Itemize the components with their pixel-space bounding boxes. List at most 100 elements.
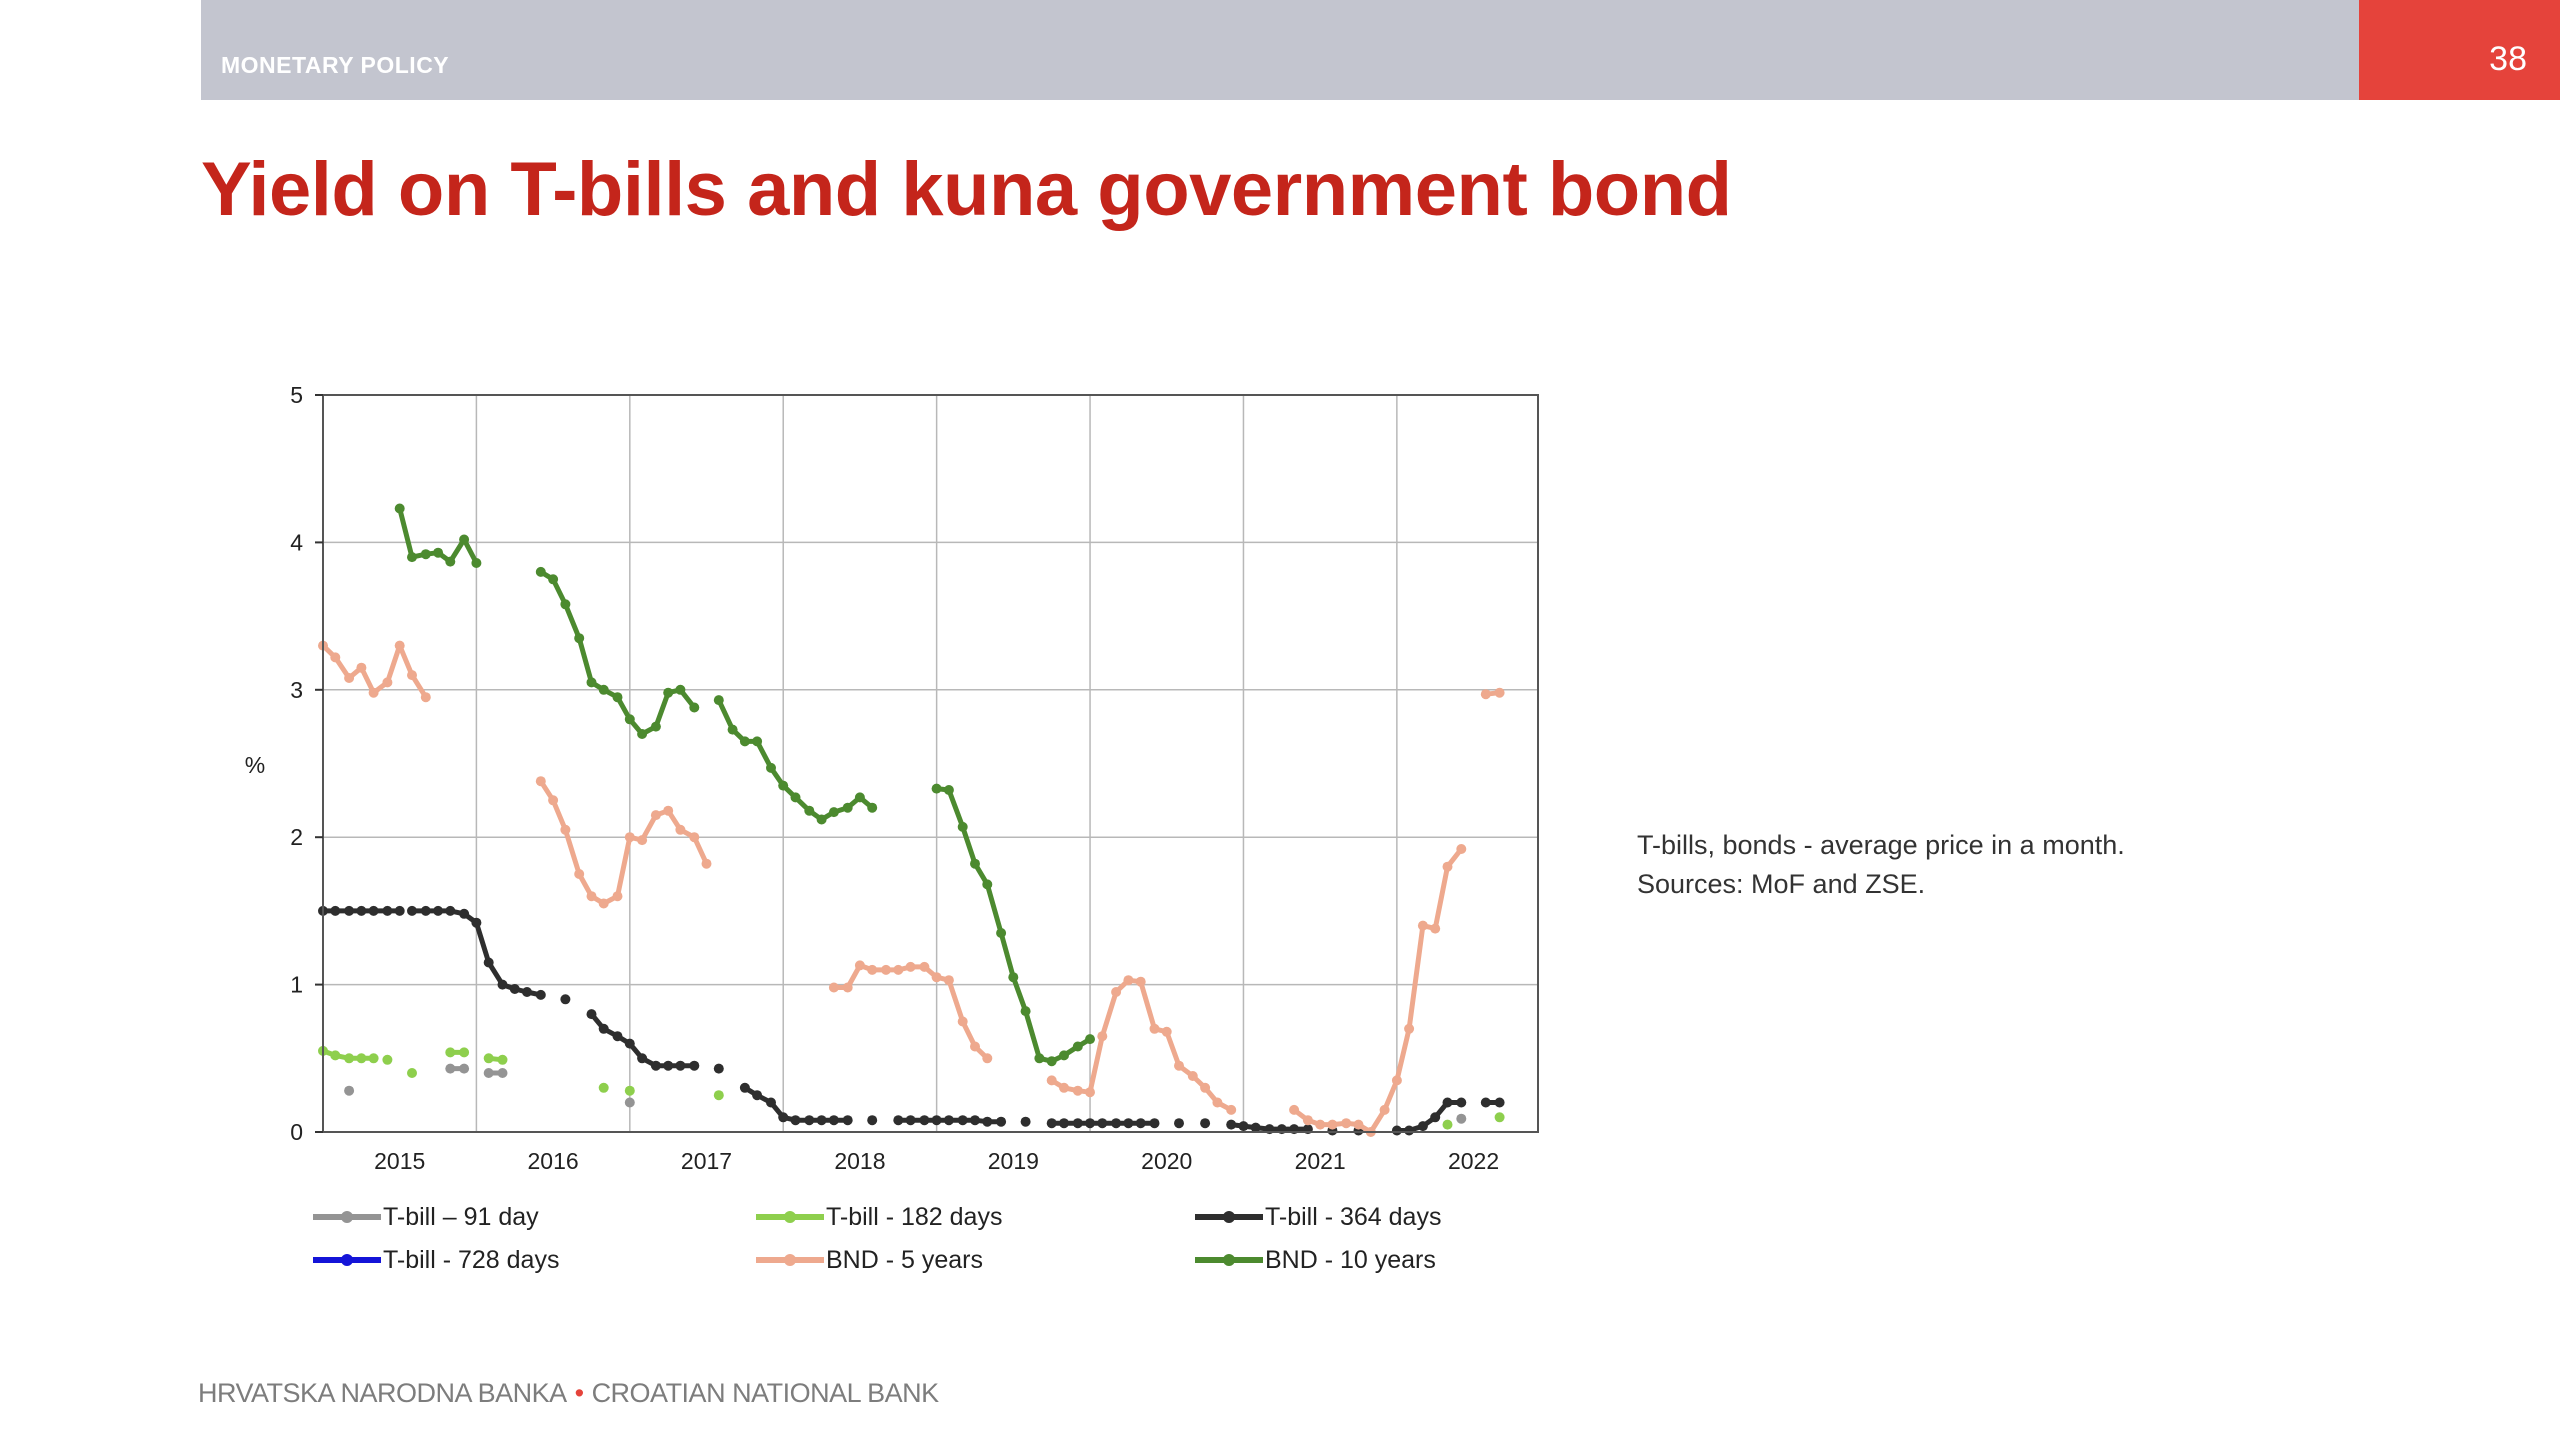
data-point — [612, 1031, 623, 1042]
data-point — [1442, 1119, 1453, 1130]
data-point — [727, 724, 738, 735]
data-point — [1226, 1119, 1237, 1130]
data-point — [483, 1053, 494, 1064]
data-point — [368, 905, 379, 916]
data-point — [752, 1090, 763, 1101]
legend-swatch-marker — [341, 1254, 353, 1266]
data-point — [560, 824, 571, 835]
data-point — [778, 1112, 789, 1123]
chart-legend: T-bill – 91 day T-bill - 182 days T-bill -… — [313, 1203, 1441, 1274]
data-point — [586, 677, 597, 688]
data-point — [1480, 1097, 1491, 1108]
data-point — [778, 780, 789, 791]
data-point — [1034, 1053, 1045, 1064]
legend-item: T-bill - 182 days — [756, 1203, 1002, 1231]
data-point — [663, 687, 674, 698]
data-point — [574, 869, 585, 879]
data-point — [1226, 1104, 1237, 1115]
series-line — [1291, 846, 1464, 1135]
data-point — [459, 1063, 470, 1074]
chart-grid — [323, 394, 1538, 1133]
y-tick-label: 3 — [290, 677, 303, 703]
footer-separator: • — [574, 1378, 584, 1408]
data-point — [1302, 1115, 1313, 1126]
data-point — [382, 905, 393, 916]
data-point — [1480, 689, 1491, 700]
data-point — [970, 858, 980, 869]
data-point — [1442, 861, 1453, 872]
data-point — [407, 670, 417, 681]
data-point — [1097, 1031, 1108, 1042]
x-tick-label: 2016 — [528, 1148, 579, 1174]
data-point — [766, 1097, 776, 1108]
data-point — [1289, 1104, 1300, 1115]
data-point — [344, 1053, 355, 1064]
data-point — [1327, 1119, 1338, 1130]
data-point — [356, 662, 367, 673]
footer: HRVATSKA NARODNA BANKA • CROATIAN NATIONAL… — [198, 1378, 939, 1409]
page-number-box: 38 — [2359, 0, 2560, 100]
data-point — [612, 891, 623, 902]
legend-item: T-bill - 364 days — [1195, 1203, 1441, 1231]
data-point — [1379, 1104, 1390, 1115]
chart-note: T-bills, bonds - average price in a mont… — [1637, 826, 2125, 904]
footer-right: CROATIAN NATIONAL BANK — [591, 1378, 940, 1408]
data-point — [842, 802, 853, 813]
data-point — [931, 972, 942, 983]
data-point — [624, 1085, 635, 1096]
data-point — [1391, 1125, 1402, 1136]
x-tick-label: 2022 — [1448, 1148, 1499, 1174]
data-point — [471, 917, 482, 928]
legend-item: BND - 10 years — [1195, 1246, 1436, 1274]
data-point — [1059, 1050, 1069, 1061]
data-point — [471, 558, 482, 568]
data-point — [1161, 1026, 1172, 1037]
data-point — [943, 1115, 954, 1126]
data-point — [1085, 1118, 1095, 1129]
data-point — [560, 599, 571, 610]
legend-label: BND - 5 years — [826, 1246, 983, 1274]
y-tick-label: 5 — [290, 382, 303, 408]
section-label: MONETARY POLICY — [221, 52, 450, 78]
data-point — [931, 1115, 942, 1126]
data-point — [598, 1023, 609, 1034]
data-point — [739, 1082, 750, 1093]
data-point — [1494, 1112, 1505, 1123]
data-point — [637, 1053, 648, 1064]
data-point — [1200, 1118, 1211, 1129]
legend-item: T-bill - 728 days — [313, 1246, 559, 1274]
x-tick-label: 2017 — [681, 1148, 732, 1174]
data-point — [344, 905, 355, 916]
data-point — [407, 552, 417, 563]
data-point — [713, 1090, 724, 1101]
data-point — [497, 1068, 508, 1078]
data-point — [598, 1082, 609, 1093]
data-point — [1442, 1097, 1453, 1108]
data-point — [996, 1116, 1007, 1127]
series-6 — [394, 503, 1095, 1067]
data-point — [1456, 1097, 1467, 1108]
data-point — [957, 821, 968, 832]
data-point — [1430, 923, 1441, 934]
data-point — [330, 1050, 341, 1061]
y-tick-label: 4 — [290, 529, 303, 555]
data-point — [344, 673, 355, 683]
data-point — [867, 964, 878, 975]
data-point — [535, 776, 546, 787]
chart-series — [318, 503, 1505, 1137]
y-axis-label: % — [245, 752, 265, 778]
data-point — [905, 961, 916, 972]
footer-left: HRVATSKA NARODNA BANKA — [198, 1378, 567, 1408]
data-point — [1046, 1118, 1057, 1129]
chart-axes: 0 1 2 3 4 5 2015 2016 2017 2018 2019 2020 2021 2022% — [245, 382, 1499, 1174]
data-point — [804, 1115, 815, 1126]
data-point — [1111, 987, 1122, 997]
data-point — [560, 994, 571, 1005]
data-point — [483, 957, 494, 968]
data-point — [1417, 920, 1428, 931]
data-point — [356, 905, 367, 916]
x-tick-label: 2019 — [988, 1148, 1039, 1174]
data-point — [713, 695, 724, 706]
data-point — [598, 898, 609, 909]
